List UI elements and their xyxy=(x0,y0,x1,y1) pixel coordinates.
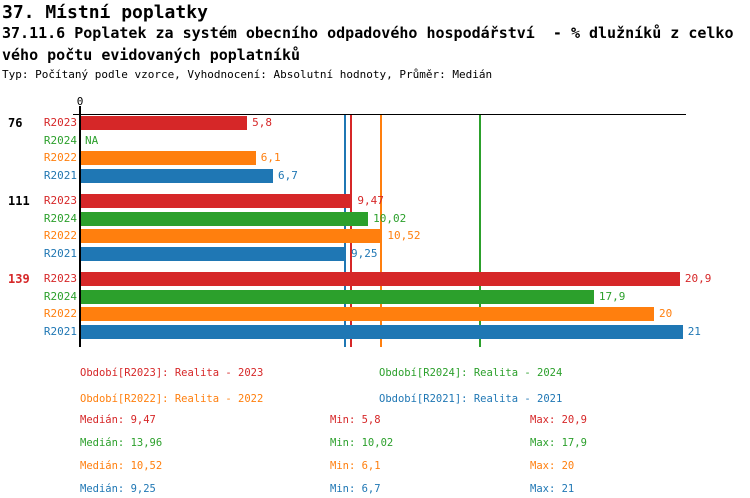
stat-min: Min: 6,1 xyxy=(330,460,381,472)
stat-max: Max: 20 xyxy=(530,460,575,472)
bar-row-label: R2021 xyxy=(43,247,77,261)
median-line-r2024 xyxy=(478,114,481,347)
bar-value-label: 10,02 xyxy=(373,211,407,225)
bar-row-label: R2022 xyxy=(43,307,77,321)
group-label: 139 xyxy=(8,272,30,286)
bar-row-label: R2022 xyxy=(43,151,77,165)
stat-median: Medián: 9,47 xyxy=(80,414,156,426)
bar-r2023 xyxy=(81,116,248,130)
x-axis-zero-label: 0 xyxy=(76,95,84,108)
chart-subtitle-line2: vého počtu evidovaných poplatníků xyxy=(2,46,301,64)
page-title: 37. Místní poplatky xyxy=(2,2,208,23)
legend-item: Období[R2024]: Realita - 2024 xyxy=(379,367,563,379)
stat-max: Max: 21 xyxy=(530,483,575,495)
stat-max: Max: 17,9 xyxy=(530,437,587,449)
stat-max: Max: 20,9 xyxy=(530,414,587,426)
bar-value-label: 9,47 xyxy=(357,194,384,207)
bar-value-label: 10,52 xyxy=(387,229,421,243)
bar-r2021 xyxy=(81,325,683,340)
chart-meta: Typ: Počítaný podle vzorce, Vyhodnocení:… xyxy=(2,68,493,81)
bar-row-label: R2023 xyxy=(43,194,77,207)
y-axis-line xyxy=(79,106,81,347)
legend-item: Období[R2023]: Realita - 2023 xyxy=(80,367,264,379)
bar-row-label: R2024 xyxy=(43,289,77,303)
group-label: 111 xyxy=(8,194,30,208)
bar-r2024 xyxy=(81,211,369,226)
stat-min: Min: 6,7 xyxy=(330,483,381,495)
bar-r2024 xyxy=(81,289,594,304)
bar-r2022 xyxy=(81,307,655,322)
bar-row-label: R2023 xyxy=(43,116,77,129)
stat-median: Medián: 9,25 xyxy=(80,483,156,495)
bar-r2023 xyxy=(81,272,680,286)
legend-item: Období[R2021]: Realita - 2021 xyxy=(379,393,563,405)
bar-row-label: R2021 xyxy=(43,169,77,183)
bar-value-label: 17,9 xyxy=(598,289,626,303)
bar-row-label: R2022 xyxy=(43,229,77,243)
bar-r2022 xyxy=(81,229,383,244)
bar-r2021 xyxy=(81,169,273,184)
bar-value-label: 21 xyxy=(687,325,701,339)
bar-value-label: 9,25 xyxy=(351,247,378,261)
bar-value-label: 20,9 xyxy=(684,272,712,285)
bar-r2021 xyxy=(81,247,347,262)
bar-value-label: 5,8 xyxy=(252,116,273,129)
chart-subtitle-line1: 37.11.6 Poplatek za systém obecního odpa… xyxy=(2,24,734,42)
bar-row-label: R2024 xyxy=(43,133,77,147)
bar-na-label: NA xyxy=(85,133,99,147)
legend-item: Období[R2022]: Realita - 2022 xyxy=(80,393,264,405)
group-label: 76 xyxy=(8,116,23,130)
bar-row-label: R2023 xyxy=(43,272,77,285)
bar-r2023 xyxy=(81,194,353,208)
bar-value-label: 6,7 xyxy=(277,169,298,183)
bar-value-label: 20 xyxy=(659,307,673,321)
bar-chart: 0 76 R2023 5,8 R2024 NA R2022 6,1 R2021 6,7 111 R2… xyxy=(8,95,712,347)
stat-median: Medián: 13,96 xyxy=(80,437,163,449)
bar-r2022 xyxy=(81,151,256,166)
bar-row-label: R2021 xyxy=(43,325,77,339)
x-axis-line xyxy=(73,114,686,115)
stat-min: Min: 5,8 xyxy=(330,414,381,426)
bar-row-label: R2024 xyxy=(43,211,77,225)
stat-median: Medián: 10,52 xyxy=(80,460,163,472)
stat-min: Min: 10,02 xyxy=(330,437,394,449)
bar-value-label: 6,1 xyxy=(260,151,281,165)
